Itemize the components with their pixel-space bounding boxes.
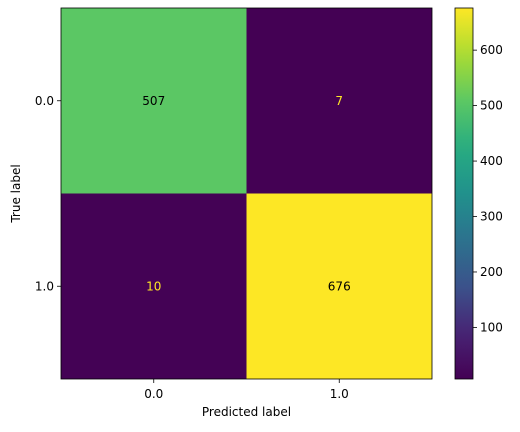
colorbar: 100 200 300 400 500 600 xyxy=(454,7,503,380)
colorbar-tick-label-5: 600 xyxy=(480,43,503,57)
heatmap-cell-r1-c1 xyxy=(246,193,432,379)
cell-value-label-r1-c0: 10 xyxy=(146,279,161,293)
y-tick-label-1: 1.0 xyxy=(35,279,54,293)
heatmap-cell-r0-c1 xyxy=(246,8,432,194)
heatmap-cell-r1-c0 xyxy=(61,193,247,379)
colorbar-tick-label-3: 400 xyxy=(480,154,503,168)
heatmap-plot-area: 507 7 10 676 0.0 1.0 0.0 1.0 Predicted label True… xyxy=(9,7,433,419)
x-axis-label: Predicted label xyxy=(202,405,291,419)
colorbar-tick-label-4: 500 xyxy=(480,99,503,113)
cell-value-label-r0-c0: 507 xyxy=(142,94,165,108)
heatmap-cell-r0-c0 xyxy=(61,8,247,194)
y-axis-label: True label xyxy=(9,164,23,223)
colorbar-tick-label-2: 300 xyxy=(480,210,503,224)
y-tick-label-0: 0.0 xyxy=(35,94,54,108)
colorbar-tick-label-0: 100 xyxy=(480,320,503,334)
colorbar-tick-label-1: 200 xyxy=(480,265,503,279)
x-tick-label-0: 0.0 xyxy=(144,387,163,401)
cell-value-label-r0-c1: 7 xyxy=(335,94,343,108)
colorbar-frame xyxy=(454,7,474,380)
colorbar-gradient xyxy=(455,8,473,379)
x-tick-label-1: 1.0 xyxy=(330,387,349,401)
cell-value-label-r1-c1: 676 xyxy=(328,279,351,293)
plot-frame xyxy=(60,7,433,380)
